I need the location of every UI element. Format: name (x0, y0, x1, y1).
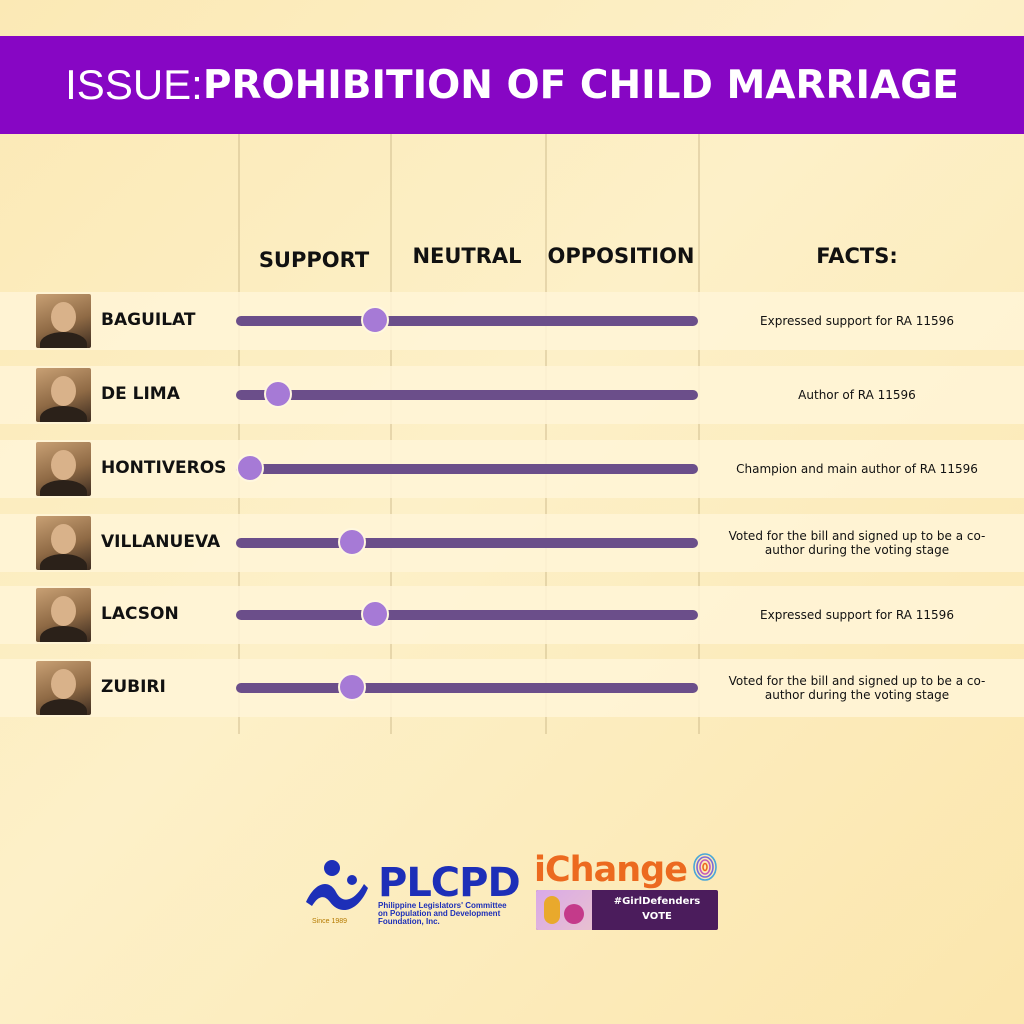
portrait-photo (36, 661, 91, 715)
stance-track (236, 538, 698, 548)
stance-track (236, 390, 698, 400)
fact-text: Voted for the bill and signed up to be a… (728, 674, 986, 702)
fact-text: Voted for the bill and signed up to be a… (728, 529, 986, 557)
fingerprint-icon (693, 853, 717, 881)
politician-row: LACSON Expressed support for RA 11596 (0, 586, 1024, 644)
politician-name: HONTIVEROS (101, 458, 227, 478)
title-banner: ISSUE: PROHIBITION OF CHILD MARRIAGE (0, 36, 1024, 134)
stance-marker (360, 600, 389, 628)
stance-marker (337, 528, 366, 556)
politician-row: BAGUILAT Expressed support for RA 11596 (0, 292, 1024, 350)
girls-illustration-icon (536, 890, 592, 930)
column-header-facts: FACTS: (816, 244, 898, 268)
fact-text: Author of RA 11596 (798, 388, 916, 402)
stance-track (236, 464, 698, 474)
politician-name: ZUBIRI (101, 677, 166, 697)
stance-marker (360, 306, 389, 334)
stance-marker (235, 454, 264, 482)
politician-name: VILLANUEVA (101, 532, 221, 552)
plcpd-wordmark: PLCPD (378, 860, 521, 906)
issue-title: PROHIBITION OF CHILD MARRIAGE (202, 62, 959, 108)
badge-vote: VOTE (642, 911, 672, 922)
gridline-facts (698, 134, 700, 734)
fact-text: Expressed support for RA 11596 (760, 314, 954, 328)
plcpd-logo: PLCPD Philippine Legislators' Committee … (302, 858, 522, 932)
gridline-support (238, 134, 240, 734)
stance-marker (263, 380, 292, 408)
stance-track (236, 683, 698, 693)
politician-name: DE LIMA (101, 384, 180, 404)
portrait-photo (36, 368, 91, 422)
politician-row: HONTIVEROS Champion and main author of RA… (0, 440, 1024, 498)
politician-name: LACSON (101, 604, 179, 624)
stance-marker (337, 673, 366, 701)
gridline-neutral (390, 134, 392, 734)
portrait-photo (36, 588, 91, 642)
plcpd-figure-icon (306, 860, 368, 911)
girldefenders-badge: #GirlDefenders VOTE (536, 890, 718, 930)
portrait-photo (36, 442, 91, 496)
portrait-photo (36, 516, 91, 570)
politician-name: BAGUILAT (101, 310, 196, 330)
politician-row: VILLANUEVA Voted for the bill and signed … (0, 514, 1024, 572)
fact-text: Expressed support for RA 11596 (760, 608, 954, 622)
politician-row: ZUBIRI Voted for the bill and signed up t… (0, 659, 1024, 717)
politician-row: DE LIMA Author of RA 11596 (0, 366, 1024, 424)
issue-prefix: ISSUE: (65, 61, 203, 108)
fact-text: Champion and main author of RA 11596 (736, 462, 978, 476)
stance-track (236, 610, 698, 620)
badge-hashtag: #GirlDefenders (613, 896, 701, 907)
plcpd-tagline: Philippine Legislators' Committee on Pop… (378, 901, 507, 926)
gridline-opposition (545, 134, 547, 734)
plcpd-since: Since 1989 (312, 918, 348, 925)
ichange-wordmark: iChange (534, 850, 688, 890)
column-header-neutral: NEUTRAL (412, 244, 522, 268)
column-header-support: SUPPORT (258, 248, 370, 272)
ichange-logo: iChange #GirlDefenders VOTE (534, 850, 720, 932)
column-header-opposition: OPPOSITION (547, 244, 695, 268)
stance-track (236, 316, 698, 326)
portrait-photo (36, 294, 91, 348)
